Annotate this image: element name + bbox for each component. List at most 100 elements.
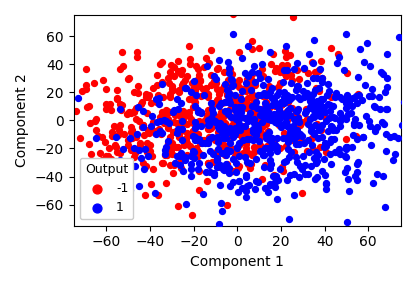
1 [178, 100, 184, 105]
-1 [299, 191, 306, 195]
1 [256, 149, 263, 153]
-1 [283, 55, 290, 60]
-1 [278, 63, 285, 68]
-1 [87, 121, 93, 126]
-1 [165, 141, 171, 145]
1 [328, 124, 334, 129]
1 [257, 76, 263, 80]
-1 [159, 110, 166, 115]
1 [211, 74, 218, 78]
-1 [114, 88, 120, 93]
1 [269, 143, 276, 147]
1 [318, 135, 325, 139]
-1 [193, 146, 200, 150]
1 [261, 153, 267, 158]
1 [202, 141, 208, 145]
1 [157, 128, 163, 133]
-1 [116, 102, 123, 106]
-1 [173, 129, 179, 133]
-1 [215, 130, 221, 135]
-1 [139, 124, 145, 129]
-1 [166, 95, 173, 99]
1 [206, 149, 213, 154]
1 [171, 108, 178, 112]
1 [304, 81, 310, 85]
1 [308, 124, 315, 129]
-1 [184, 141, 191, 146]
-1 [270, 140, 277, 145]
-1 [256, 46, 263, 50]
1 [245, 119, 251, 123]
1 [190, 149, 196, 154]
1 [195, 109, 201, 114]
1 [226, 148, 233, 153]
-1 [86, 141, 93, 146]
-1 [163, 112, 170, 117]
1 [306, 52, 313, 57]
1 [264, 106, 270, 110]
-1 [174, 120, 181, 125]
1 [311, 103, 317, 107]
1 [275, 177, 282, 182]
1 [261, 146, 268, 151]
-1 [290, 15, 296, 19]
-1 [224, 162, 230, 167]
-1 [312, 113, 319, 118]
1 [372, 105, 379, 109]
1 [220, 166, 226, 171]
1 [382, 132, 389, 137]
-1 [111, 143, 118, 147]
1 [348, 104, 355, 108]
1 [333, 150, 340, 154]
-1 [344, 70, 350, 75]
-1 [245, 82, 252, 86]
1 [183, 202, 189, 206]
-1 [317, 128, 324, 132]
-1 [163, 108, 169, 112]
1 [198, 110, 205, 114]
-1 [205, 91, 212, 96]
-1 [251, 111, 258, 116]
1 [332, 149, 338, 154]
-1 [297, 137, 304, 142]
-1 [114, 187, 121, 192]
1 [292, 119, 299, 124]
1 [258, 93, 265, 97]
1 [274, 197, 281, 201]
-1 [236, 84, 243, 89]
-1 [263, 122, 270, 127]
1 [311, 156, 317, 161]
1 [316, 86, 322, 91]
-1 [135, 91, 141, 95]
-1 [228, 93, 234, 98]
1 [144, 154, 151, 158]
1 [301, 66, 308, 70]
1 [266, 137, 273, 142]
1 [212, 120, 218, 124]
-1 [168, 63, 174, 68]
1 [319, 123, 326, 128]
-1 [218, 143, 225, 147]
-1 [85, 104, 92, 109]
1 [285, 97, 291, 102]
-1 [222, 146, 228, 150]
-1 [180, 143, 187, 148]
1 [268, 103, 275, 108]
-1 [41, 131, 47, 136]
1 [117, 107, 124, 111]
1 [344, 93, 350, 97]
-1 [296, 123, 303, 127]
-1 [124, 142, 131, 147]
1 [249, 118, 255, 122]
1 [285, 147, 292, 151]
1 [386, 135, 393, 139]
1 [260, 153, 267, 157]
-1 [183, 136, 189, 141]
-1 [230, 94, 237, 99]
1 [216, 58, 223, 62]
-1 [328, 45, 334, 50]
1 [314, 76, 320, 80]
-1 [256, 136, 263, 141]
1 [212, 118, 218, 123]
1 [259, 112, 265, 117]
